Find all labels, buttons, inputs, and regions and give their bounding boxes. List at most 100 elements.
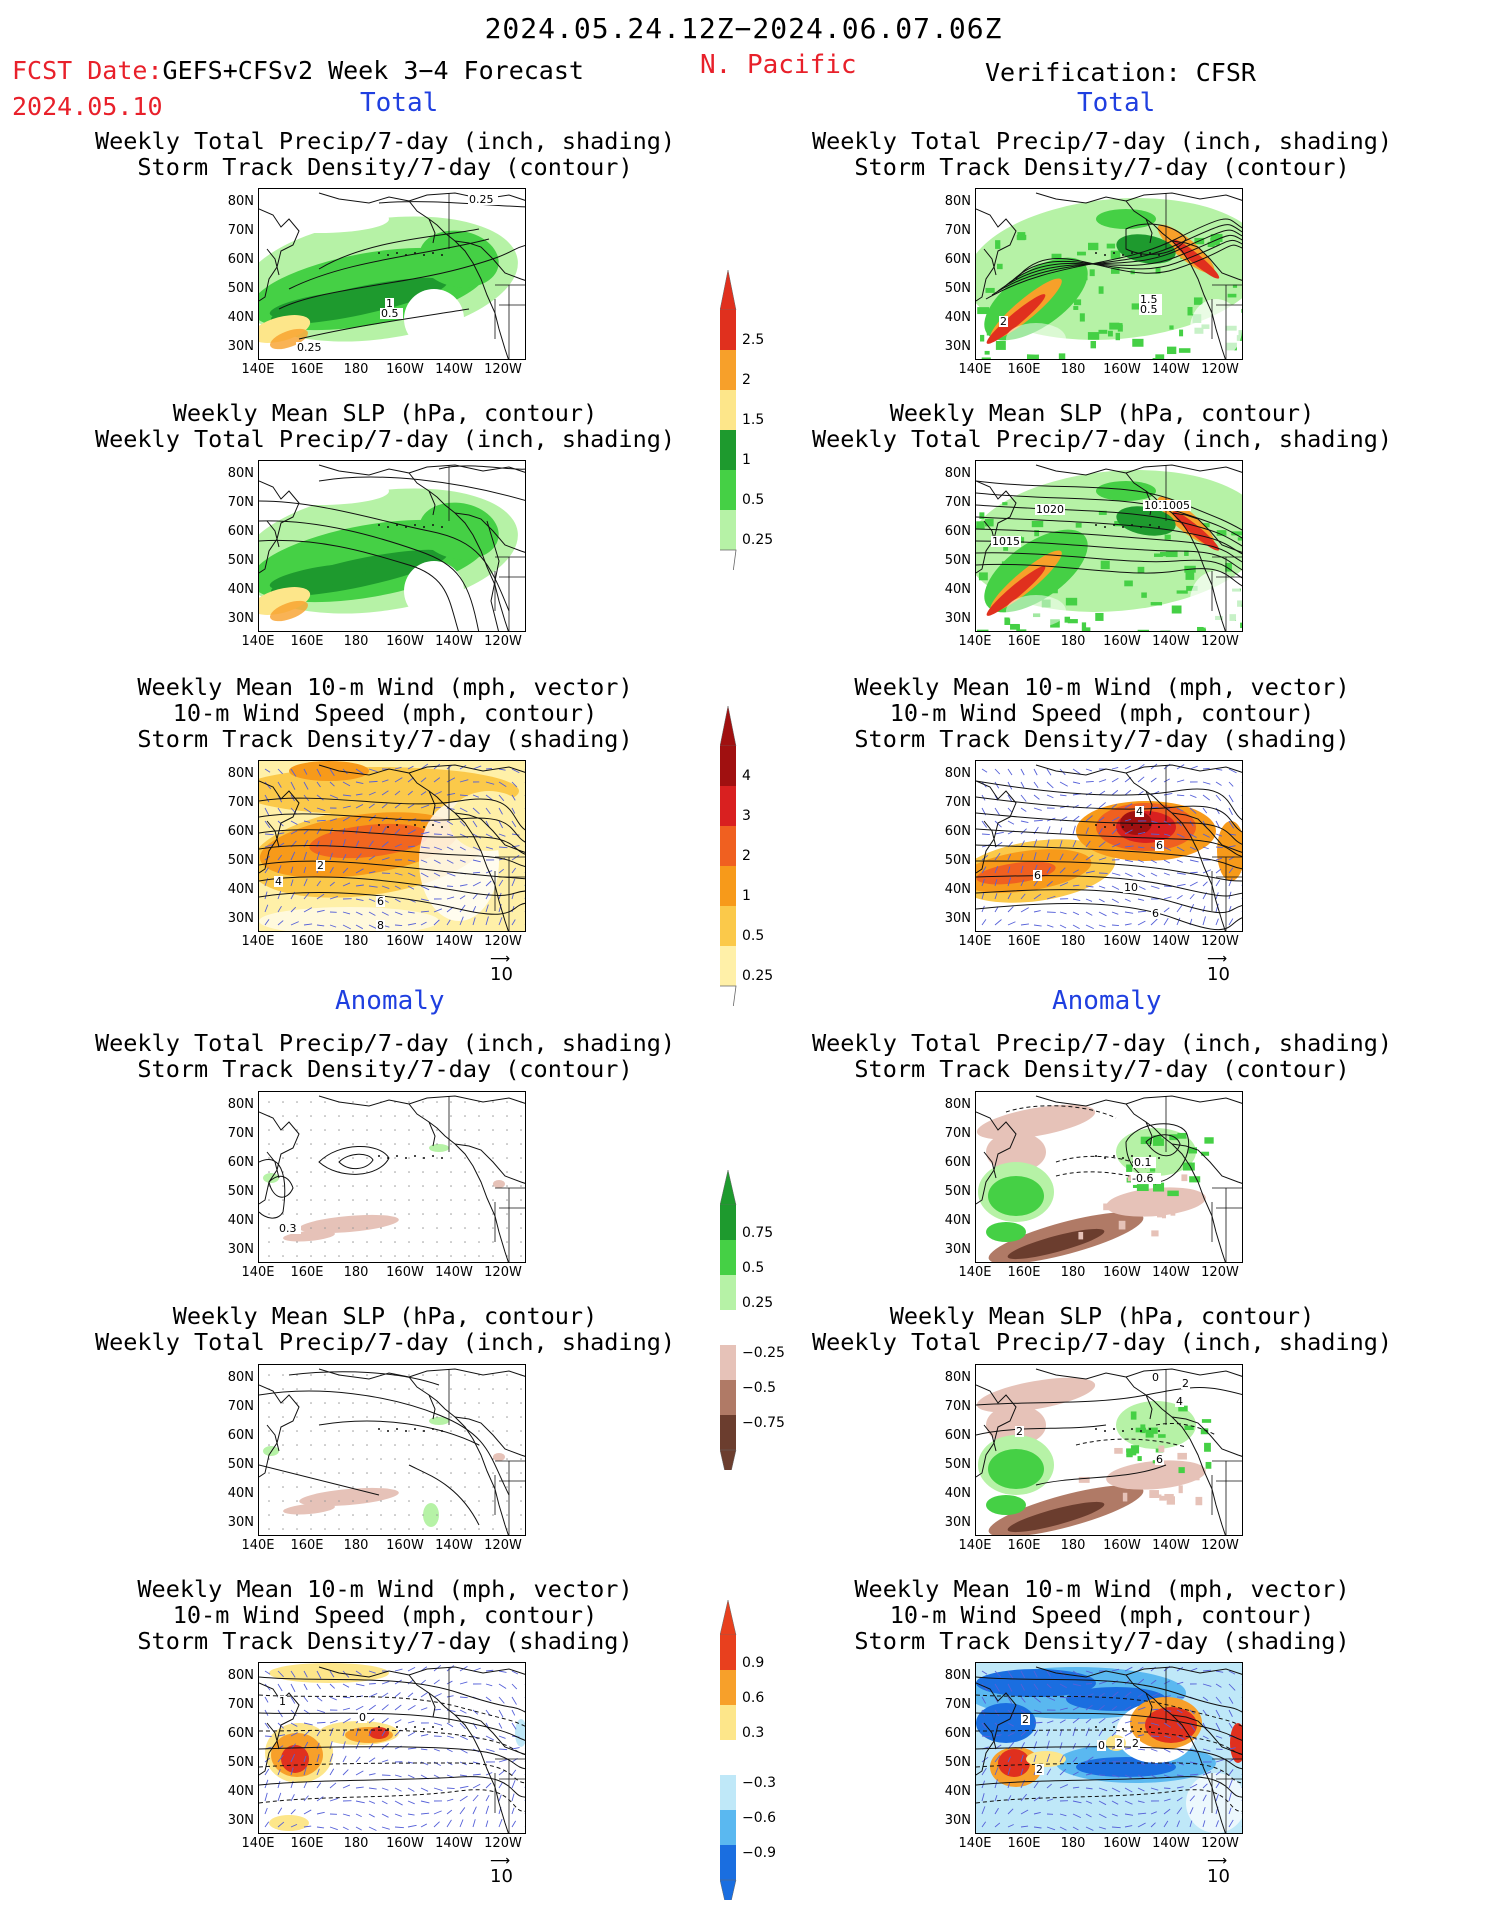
svg-text:1: 1	[386, 297, 393, 310]
forecast-total-wind-storm-plot: 2 4 6 8	[259, 761, 525, 932]
forecast-anomaly-precip-storm-lat-tick: 70N	[227, 1126, 254, 1141]
verification-anomaly-precip-storm-lat-tick: 40N	[944, 1213, 971, 1228]
verification-anomaly-slp-precip-title-line-1: Weekly Mean SLP (hPa, contour)	[889, 1302, 1315, 1330]
colorbar-storm-anomaly-label: 0.6	[742, 1689, 765, 1706]
forecast-anomaly-wind-storm-title-line-2: 10-m Wind Speed (mph, contour)	[172, 1601, 598, 1629]
svg-text:8: 8	[377, 919, 384, 932]
forecast-anomaly-wind-storm-lon-tick: 120W	[484, 1836, 522, 1851]
verification-anomaly-wind-storm-contour-label-4: 2	[1115, 1737, 1124, 1750]
colorbar-precip-total-label: 2.5	[742, 332, 765, 348]
forecast-anomaly-wind-storm-lat-tick: 40N	[227, 1784, 254, 1799]
verification-anomaly-slp-precip-lat-tick: 70N	[944, 1399, 971, 1414]
forecast-anomaly-wind-storm-title-line-3: Storm Track Density/7-day (shading)	[137, 1627, 633, 1655]
colorbar-storm-anomaly-label: −0.9	[742, 1845, 776, 1861]
colorbar-precip-anomaly-label: −0.5	[742, 1380, 776, 1396]
svg-text:2: 2	[1132, 1737, 1139, 1750]
verification-anomaly-wind-storm-contour-label-3: 0	[1097, 1739, 1106, 1752]
forecast-total-slp-precip-title-line-1: Weekly Mean SLP (hPa, contour)	[172, 399, 598, 427]
forecast-anomaly-wind-storm-lon-tick: 160E	[290, 1836, 324, 1851]
verification-anomaly-slp-precip-lat-tick: 50N	[944, 1457, 971, 1472]
verification-total-wind-storm-lon-tick: 180	[1060, 934, 1086, 949]
verification-anomaly-precip-storm-lat-tick: 30N	[944, 1242, 971, 1257]
colorbar-storm-anomaly-label: −0.6	[742, 1810, 776, 1826]
svg-text:2: 2	[1000, 315, 1007, 328]
forecast-header: FCST Date:GEFS+CFSv2 Week 3−4 Forecast	[12, 56, 584, 85]
date-range-title: 2024.05.24.12Z−2024.06.07.06Z	[484, 12, 1003, 45]
verification-total-wind-storm-lat-tick: 70N	[944, 795, 971, 810]
colorbar-precip-anomaly-label: 0.5	[742, 1259, 765, 1276]
verification-total-precip-storm-lat-tick: 60N	[944, 252, 971, 267]
verification-anomaly-precip-storm-lat-tick: 50N	[944, 1184, 971, 1199]
colorbar-precip-anomaly	[719, 1169, 780, 1486]
verification-total-slp-precip-title-line-2: Weekly Total Precip/7-day (inch, shading…	[811, 425, 1393, 453]
verification-total-precip-storm-contour-label-2: 1.5	[1139, 293, 1162, 306]
svg-text:0.1: 0.1	[1134, 1156, 1152, 1169]
forecast-total-wind-storm-vector-ref: ⟶ 10	[490, 952, 513, 985]
forecast-anomaly-wind-storm-lat-tick: 60N	[227, 1726, 254, 1741]
colorbar-precip-total-label: 1	[742, 452, 751, 468]
forecast-anomaly-precip-storm-lat-tick: 50N	[227, 1184, 254, 1199]
verification-total-wind-storm-lat-tick: 50N	[944, 853, 971, 868]
svg-text:10: 10	[1124, 881, 1138, 894]
forecast-total-precip-storm-title-line-2: Storm Track Density/7-day (contour)	[137, 153, 633, 181]
verification-total-precip-storm-lon-tick: 140E	[958, 362, 992, 377]
forecast-total-slp-precip-lat-tick: 50N	[227, 553, 254, 568]
verification-total-wind-storm-contour-label-1: 4	[1135, 805, 1144, 818]
verification-total-wind-storm-lat-tick: 30N	[944, 911, 971, 926]
colorbar-precip-anomaly-label: −0.75	[742, 1415, 785, 1431]
svg-text:1: 1	[279, 1695, 286, 1708]
colorbar-storm-total-label: 0.25	[742, 968, 774, 984]
forecast-total-wind-storm-contour-label-3: 6	[376, 895, 385, 908]
verification-anomaly-wind-storm-lat-tick: 70N	[944, 1697, 971, 1712]
verification-anomaly-wind-storm-lon-tick: 160E	[1007, 1836, 1041, 1851]
forecast-anomaly-wind-storm-lon-tick: 140E	[241, 1836, 275, 1851]
forecast-total-wind-storm-lon-tick: 120W	[484, 934, 522, 949]
forecast-anomaly-slp-precip-map	[258, 1364, 526, 1536]
verification-total-precip-storm-lon-tick: 160E	[1007, 362, 1041, 377]
verification-total-wind-storm-title-line-2: 10-m Wind Speed (mph, contour)	[889, 699, 1315, 727]
verification-total-slp-precip-title-line-1: Weekly Mean SLP (hPa, contour)	[889, 399, 1315, 427]
forecast-total-wind-storm-contour-label-2: 4	[274, 875, 283, 888]
verification-total-precip-storm-lat-tick: 30N	[944, 339, 971, 354]
verification-anomaly-slp-precip-lon-tick: 140E	[958, 1538, 992, 1553]
verification-total-wind-storm-lon-tick: 160E	[1007, 934, 1041, 949]
verification-total-wind-storm-title-line-3: Storm Track Density/7-day (shading)	[854, 725, 1350, 753]
verification-total-precip-storm-lat-tick: 80N	[944, 194, 971, 209]
forecast-anomaly-precip-storm-plot: 0.3	[259, 1092, 525, 1262]
verification-total-precip-storm-lat-tick: 50N	[944, 281, 971, 296]
section-total-right: Total	[1077, 88, 1156, 118]
verification-anomaly-slp-precip-lat-tick: 80N	[944, 1370, 971, 1385]
vector-ref-arrow: ⟶	[1207, 1853, 1228, 1869]
region-label: N. Pacific	[700, 50, 857, 80]
forecast-total-precip-storm-contour-label-4: 0.25	[296, 341, 326, 354]
verification-anomaly-slp-precip-lon-tick: 140W	[1152, 1538, 1190, 1553]
svg-text:2: 2	[317, 859, 324, 872]
verification-total-precip-storm-title-line-1: Weekly Total Precip/7-day (inch, shading…	[811, 127, 1393, 155]
verification-total-slp-precip-lon-tick: 140E	[958, 634, 992, 649]
forecast-total-wind-storm-lat-tick: 80N	[227, 766, 254, 781]
verification-total-precip-storm-contour-label-1: 2	[999, 315, 1008, 328]
forecast-anomaly-slp-precip-title-line-1: Weekly Mean SLP (hPa, contour)	[172, 1302, 598, 1330]
forecast-anomaly-slp-precip-title-line-2: Weekly Total Precip/7-day (inch, shading…	[94, 1328, 676, 1356]
verification-label: Verification: CFSR	[985, 58, 1256, 87]
forecast-total-wind-storm-lon-tick: 140E	[241, 934, 275, 949]
verification-anomaly-precip-storm-lon-tick: 180	[1060, 1265, 1086, 1280]
verification-anomaly-slp-precip-plot: 0 2 4 2 6	[976, 1365, 1242, 1535]
forecast-anomaly-wind-storm-contour-label-2: 0	[358, 1711, 367, 1724]
forecast-total-precip-storm-lon-tick: 160E	[290, 362, 324, 377]
verification-anomaly-slp-precip-lon-tick: 160W	[1103, 1538, 1141, 1553]
verification-anomaly-slp-precip-contour-label-2: 2	[1181, 1377, 1190, 1390]
vector-ref-arrow: ⟶	[490, 1853, 511, 1869]
svg-text:6: 6	[1156, 839, 1163, 852]
svg-text:4: 4	[275, 875, 282, 888]
forecast-total-precip-storm-lat-tick: 70N	[227, 223, 254, 238]
forecast-anomaly-precip-storm-lon-tick: 140E	[241, 1265, 275, 1280]
verification-anomaly-precip-storm-map: 0.1 -0.6	[975, 1091, 1243, 1263]
verification-anomaly-wind-storm-plot: 220 2 2	[976, 1663, 1242, 1833]
verification-anomaly-slp-precip-lat-tick: 30N	[944, 1515, 971, 1530]
svg-text:-0.6: -0.6	[1132, 1172, 1153, 1185]
verification-anomaly-wind-storm-contour-label-5: 2	[1131, 1737, 1140, 1750]
vector-ref-value: 10	[1207, 964, 1230, 985]
